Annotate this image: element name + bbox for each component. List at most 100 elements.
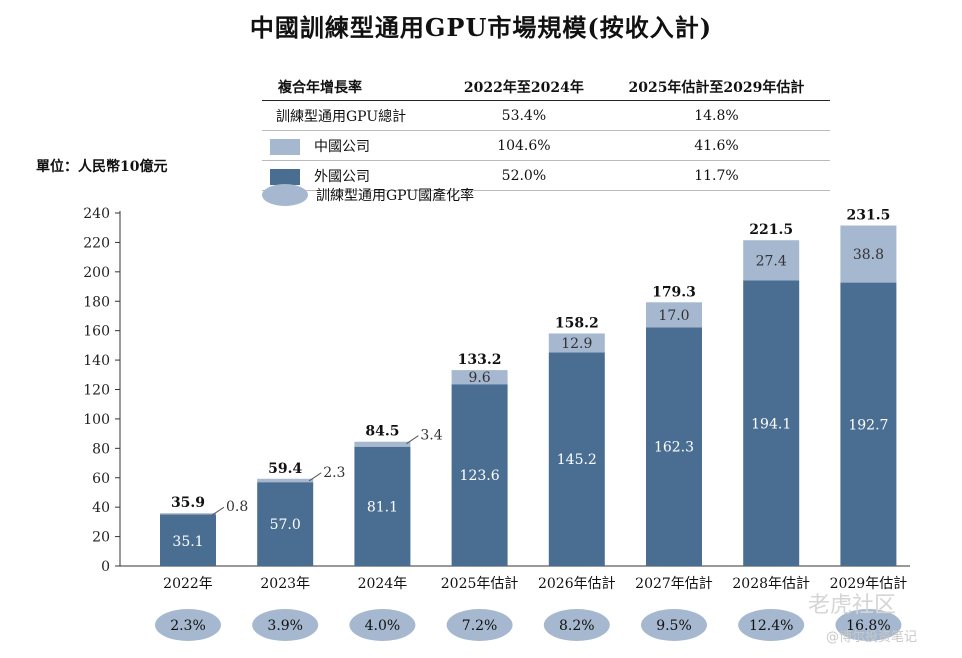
- y-tick-label: 80: [92, 441, 110, 457]
- penetration-ellipse: [252, 609, 319, 641]
- total-value-label: 179.3: [652, 284, 696, 300]
- total-value-label: 133.2: [458, 352, 502, 368]
- cagr-row-label: 外國公司: [262, 160, 445, 191]
- cagr-header-period2: 2025年估計至2029年估計: [602, 74, 830, 101]
- bar-foreign: [354, 446, 411, 566]
- foreign-value-label: 57.0: [270, 517, 301, 533]
- domestic-value-label: 17.0: [658, 308, 689, 324]
- total-value-label: 59.4: [268, 461, 302, 477]
- cagr-row-label: 訓練型通用GPU總計: [262, 100, 445, 131]
- foreign-value-label: 35.1: [172, 534, 203, 550]
- domestic-value-label: 3.4: [420, 428, 442, 444]
- y-tick-label: 0: [101, 559, 110, 575]
- cagr-row-domestic: 中國公司 104.6% 41.6%: [262, 130, 830, 161]
- bar-domestic: [354, 441, 411, 447]
- domestic-value-label: 12.9: [561, 336, 592, 352]
- domestic-value-label: 0.8: [226, 499, 248, 515]
- x-category-label: 2023年: [260, 576, 310, 592]
- cagr-label-total: 訓練型通用GPU總計: [276, 108, 407, 125]
- y-tick-label: 100: [83, 412, 110, 428]
- bar-foreign: [840, 282, 897, 566]
- penetration-legend-label: 訓練型通用GPU國產化率: [316, 188, 475, 204]
- bar-domestic: [646, 302, 702, 328]
- domestic-leader-line: [308, 472, 322, 482]
- cagr-row-foreign: 外國公司 52.0% 11.7%: [262, 160, 830, 191]
- cagr-value: 41.6%: [602, 130, 830, 161]
- bar-foreign: [548, 352, 605, 566]
- y-tick-label: 160: [83, 324, 110, 340]
- y-tick-label: 180: [83, 294, 110, 310]
- y-tick-label: 140: [83, 353, 110, 369]
- penetration-ellipse: [349, 609, 416, 641]
- foreign-value-label: 162.3: [654, 440, 694, 456]
- cagr-row-total: 訓練型通用GPU總計 53.4% 14.8%: [262, 100, 830, 131]
- bar-domestic: [743, 240, 800, 281]
- bar-domestic: [451, 370, 508, 385]
- watermark-handle: @博尔投资笔记: [826, 630, 918, 645]
- y-tick-label: 40: [92, 500, 110, 516]
- cagr-label-domestic: 中國公司: [314, 138, 370, 155]
- domestic-value-label: 38.8: [853, 247, 884, 263]
- cagr-header-period1: 2022年至2024年: [444, 74, 603, 101]
- bar-foreign: [451, 384, 508, 566]
- foreign-value-label: 123.6: [460, 468, 500, 484]
- cagr-label-foreign: 外國公司: [314, 168, 370, 185]
- bar-foreign: [160, 514, 216, 566]
- penetration-ellipse: [835, 609, 902, 641]
- penetration-ellipse: [543, 609, 610, 641]
- y-tick-label: 200: [83, 265, 110, 281]
- bar-foreign: [257, 482, 314, 566]
- penetration-rate-label: 12.4%: [749, 618, 793, 634]
- cagr-value: 53.4%: [444, 100, 603, 131]
- foreign-value-label: 145.2: [557, 452, 597, 468]
- domestic-value-label: 2.3: [323, 465, 345, 481]
- bar-foreign: [743, 280, 800, 566]
- domestic-leader-line: [211, 506, 225, 516]
- x-category-label: 2022年: [163, 576, 213, 592]
- bar-foreign: [646, 327, 702, 566]
- penetration-rate-label: 7.2%: [462, 618, 498, 634]
- penetration-rate-label: 4.0%: [365, 618, 401, 634]
- penetration-rate-label: 9.5%: [656, 618, 692, 634]
- foreign-value-label: 192.7: [848, 417, 888, 433]
- bar-domestic: [548, 333, 605, 353]
- x-category-label: 2029年估計: [830, 576, 908, 592]
- penetration-rate-label: 2.3%: [170, 618, 206, 634]
- cagr-value: 11.7%: [602, 160, 830, 191]
- penetration-rate-label: 16.8%: [846, 618, 890, 634]
- total-value-label: 84.5: [365, 424, 399, 440]
- foreign-swatch: [270, 168, 300, 185]
- y-tick-label: 220: [83, 235, 110, 251]
- penetration-ellipse: [446, 609, 513, 641]
- penetration-ellipse: [738, 609, 805, 641]
- cagr-value: 104.6%: [444, 130, 603, 161]
- total-value-label: 158.2: [555, 315, 599, 331]
- penetration-rate-label: 3.9%: [267, 618, 303, 634]
- cagr-header-row: 複合年增長率 2022年至2024年 2025年估計至2029年估計: [262, 74, 830, 101]
- y-tick-label: 20: [92, 530, 110, 546]
- total-value-label: 231.5: [846, 208, 890, 224]
- y-tick-label: 60: [92, 471, 110, 487]
- penetration-legend: 訓練型通用GPU國產化率: [262, 184, 474, 206]
- x-category-label: 2026年估計: [538, 576, 616, 592]
- domestic-value-label: 27.4: [756, 253, 787, 269]
- bar-domestic: [840, 225, 897, 283]
- penetration-rate-label: 8.2%: [559, 618, 595, 634]
- bar-domestic: [257, 478, 314, 483]
- foreign-value-label: 81.1: [367, 499, 398, 515]
- domestic-swatch: [270, 138, 300, 155]
- penetration-ellipse-icon: [262, 184, 308, 206]
- cagr-value: 52.0%: [444, 160, 603, 191]
- x-category-label: 2024年: [358, 576, 408, 592]
- x-category-label: 2028年估計: [732, 576, 810, 592]
- watermark-logo-text: 老虎社区: [808, 593, 897, 618]
- chart-title: 中國訓練型通用GPU市場規模(按收入計): [249, 13, 713, 42]
- penetration-ellipse: [641, 609, 707, 641]
- total-value-label: 221.5: [749, 222, 793, 238]
- bar-domestic: [160, 513, 216, 515]
- x-category-label: 2027年估計: [635, 576, 713, 592]
- y-tick-label: 240: [83, 206, 110, 222]
- y-tick-label: 120: [83, 383, 110, 399]
- foreign-value-label: 194.1: [751, 416, 791, 432]
